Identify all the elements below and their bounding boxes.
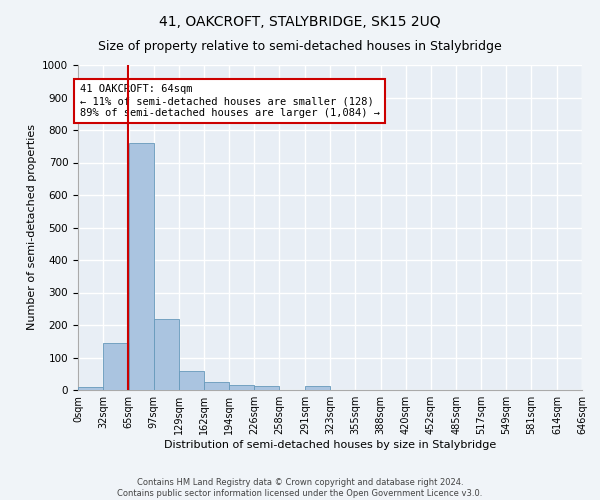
Bar bbox=[254, 386, 279, 390]
Y-axis label: Number of semi-detached properties: Number of semi-detached properties bbox=[26, 124, 37, 330]
Text: 41, OAKCROFT, STALYBRIDGE, SK15 2UQ: 41, OAKCROFT, STALYBRIDGE, SK15 2UQ bbox=[159, 15, 441, 29]
Bar bbox=[103, 343, 129, 390]
Bar bbox=[205, 382, 229, 390]
Bar bbox=[305, 386, 330, 390]
Bar bbox=[229, 386, 254, 390]
Bar bbox=[179, 372, 205, 390]
Text: 41 OAKCROFT: 64sqm
← 11% of semi-detached houses are smaller (128)
89% of semi-d: 41 OAKCROFT: 64sqm ← 11% of semi-detache… bbox=[80, 84, 380, 117]
Text: Contains HM Land Registry data © Crown copyright and database right 2024.
Contai: Contains HM Land Registry data © Crown c… bbox=[118, 478, 482, 498]
Bar bbox=[154, 319, 179, 390]
X-axis label: Distribution of semi-detached houses by size in Stalybridge: Distribution of semi-detached houses by … bbox=[164, 440, 496, 450]
Bar bbox=[78, 388, 103, 390]
Text: Size of property relative to semi-detached houses in Stalybridge: Size of property relative to semi-detach… bbox=[98, 40, 502, 53]
Bar bbox=[129, 143, 154, 390]
